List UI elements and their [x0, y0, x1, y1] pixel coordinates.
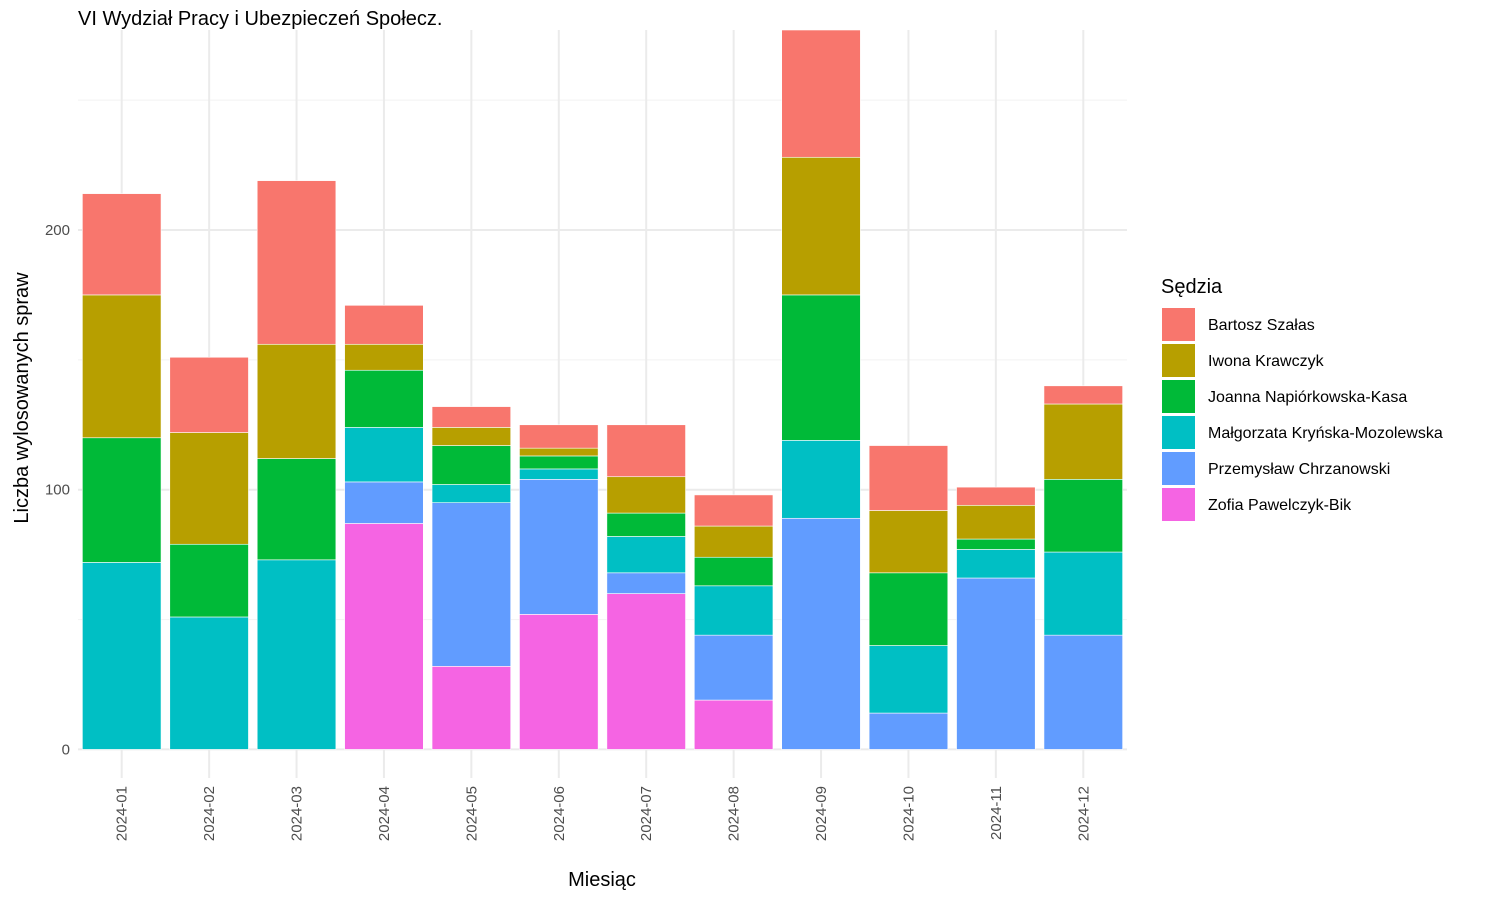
- bar-segment: [82, 294, 162, 439]
- legend-title: Sędzia: [1161, 276, 1223, 298]
- bar-segment: [868, 645, 949, 714]
- bar-segment: [606, 593, 686, 750]
- bar-segment: [256, 180, 337, 345]
- bar-segment: [868, 572, 949, 646]
- bar-segment: [519, 424, 599, 449]
- x-tick-label: 2024-12: [1075, 786, 1092, 841]
- bars: [82, 29, 1123, 750]
- bar-segment: [82, 193, 162, 296]
- bar-segment: [256, 458, 337, 561]
- bar-segment: [431, 484, 512, 503]
- bar-segment: [868, 445, 949, 511]
- bar-segment: [1043, 385, 1123, 405]
- x-tick-label: 2024-02: [201, 786, 218, 841]
- legend-swatch: [1162, 452, 1195, 485]
- bar-segment: [519, 447, 599, 457]
- bar-segment: [431, 445, 512, 485]
- bar-segment: [431, 502, 512, 667]
- bar-segment: [693, 699, 774, 750]
- bar-segment: [781, 440, 861, 519]
- legend-label: Iwona Krawczyk: [1208, 353, 1325, 370]
- bar-segment: [606, 424, 686, 478]
- legend-label: Przemysław Chrzanowski: [1208, 461, 1390, 478]
- bar-segment: [693, 494, 774, 527]
- x-tick-label: 2024-10: [900, 786, 917, 841]
- bar-segment: [431, 666, 512, 750]
- x-tick-label: 2024-01: [114, 786, 131, 841]
- x-tick-label: 2024-03: [289, 786, 306, 841]
- y-tick-label: 200: [45, 222, 70, 239]
- bar-segment: [169, 432, 249, 545]
- bar-segment: [344, 369, 424, 428]
- y-tick-label: 100: [45, 482, 70, 499]
- bar-segment: [344, 481, 424, 524]
- legend-label: Zofia Pawelczyk-Bik: [1208, 497, 1352, 514]
- y-axis-title: Liczba wylosowanych spraw: [11, 272, 33, 524]
- bar-segment: [519, 455, 599, 470]
- bar-segment: [606, 512, 686, 537]
- bar-segment: [519, 614, 599, 750]
- bar-segment: [868, 510, 949, 574]
- legend-swatch: [1162, 380, 1195, 413]
- bar-segment: [82, 437, 162, 563]
- x-tick-label: 2024-06: [551, 786, 568, 841]
- bar-segment: [256, 343, 337, 459]
- bar-segment: [606, 476, 686, 514]
- bar-segment: [868, 712, 949, 750]
- bar-segment: [693, 585, 774, 636]
- legend-label: Bartosz Szałas: [1208, 317, 1315, 334]
- bar-segment: [1043, 634, 1123, 750]
- x-axis-title: Miesiąc: [568, 869, 636, 891]
- bar-segment: [781, 517, 861, 750]
- legend-swatch: [1162, 416, 1195, 449]
- bar-segment: [956, 486, 1036, 506]
- bar-segment: [169, 616, 249, 750]
- x-tick-label: 2024-05: [463, 786, 480, 841]
- bar-segment: [693, 634, 774, 701]
- legend-swatch: [1162, 488, 1195, 521]
- bar-segment: [431, 427, 512, 446]
- bar-segment: [519, 479, 599, 615]
- bar-segment: [344, 523, 424, 750]
- legend-label: Joanna Napiórkowska-Kasa: [1208, 389, 1407, 406]
- x-tick-label: 2024-04: [376, 786, 393, 841]
- chart-title: VI Wydział Pracy i Ubezpieczeń Społecz.: [78, 8, 443, 30]
- bar-segment: [169, 356, 249, 433]
- bar-segment: [344, 305, 424, 345]
- x-axis-ticks: 2024-01 2024-02 2024-03 2024-04 2024-05 2024-…: [114, 786, 1093, 841]
- bar-segment: [344, 343, 424, 371]
- bar-segment: [1043, 551, 1123, 636]
- y-tick-label: 0: [62, 741, 70, 758]
- bar-segment: [256, 559, 337, 750]
- y-axis-ticks: 0 100 200: [45, 222, 70, 758]
- bar-segment: [606, 536, 686, 574]
- bar-segment: [82, 562, 162, 750]
- bar-segment: [956, 577, 1036, 750]
- bar-segment: [431, 406, 512, 428]
- bar-segment: [781, 294, 861, 441]
- bar-segment: [693, 556, 774, 587]
- bar-segment: [606, 572, 686, 594]
- x-tick-label: 2024-07: [638, 786, 655, 841]
- legend-label: Małgorzata Kryńska-Mozolewska: [1208, 425, 1443, 442]
- bar-segment: [344, 427, 424, 483]
- x-tick-label: 2024-11: [988, 786, 1005, 840]
- bar-segment: [1043, 479, 1123, 553]
- bar-segment: [781, 156, 861, 296]
- x-tick-label: 2024-09: [813, 786, 830, 841]
- legend: Sędzia Bartosz Szałas Iwona Krawczyk Joann…: [1161, 276, 1443, 521]
- bar-segment: [519, 468, 599, 480]
- bar-segment: [956, 538, 1036, 550]
- bar-segment: [781, 29, 861, 158]
- x-tick-label: 2024-08: [726, 786, 743, 841]
- bar-segment: [956, 504, 1036, 540]
- legend-swatch: [1162, 344, 1195, 377]
- bar-segment: [693, 525, 774, 558]
- bar-segment: [1043, 403, 1123, 480]
- bar-segment: [169, 543, 249, 618]
- bar-segment: [956, 549, 1036, 579]
- legend-swatch: [1162, 308, 1195, 341]
